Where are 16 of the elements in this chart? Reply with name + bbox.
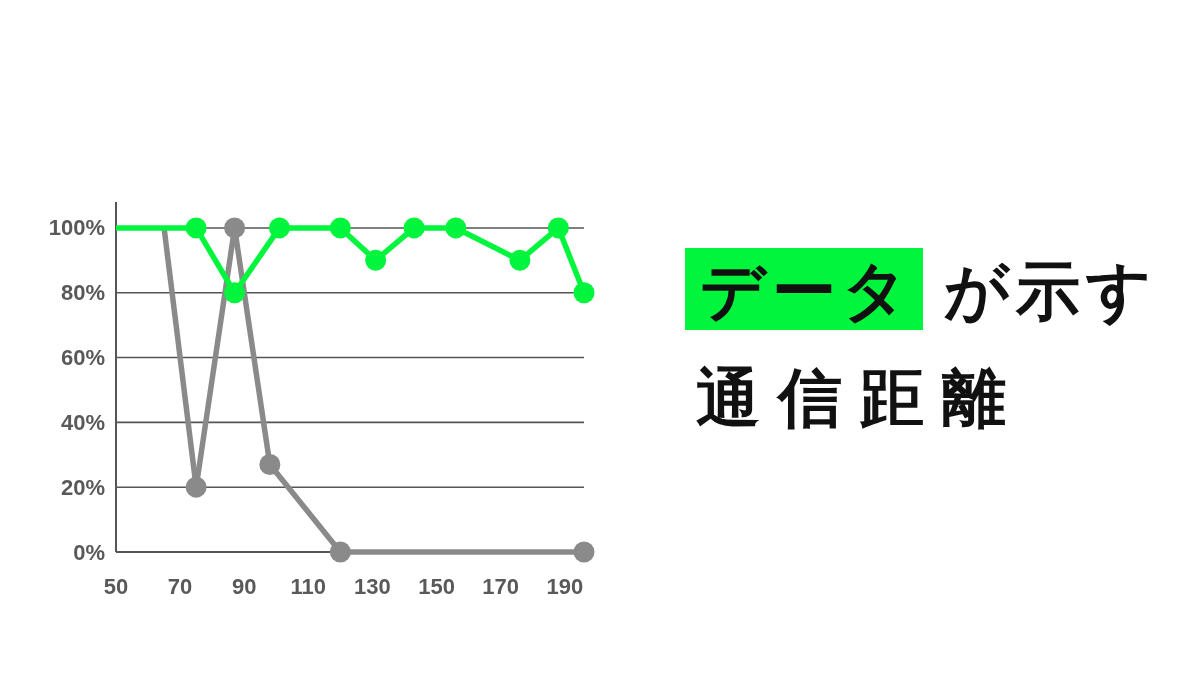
- x-tick-label: 110: [290, 573, 327, 599]
- text: 通信距離: [696, 361, 1024, 435]
- x-tick-label: 90: [231, 573, 257, 599]
- y-tick-label: 40%: [60, 409, 105, 435]
- text: データが示す: [700, 254, 1158, 328]
- x-tick-label: 50: [103, 573, 129, 599]
- y-tick-label: 20%: [60, 474, 105, 500]
- x-tick-label: 130: [354, 573, 391, 599]
- y-tick-label: 60%: [60, 345, 105, 371]
- y-tick-label: 100%: [48, 215, 105, 241]
- y-tick-label: 0%: [73, 539, 105, 565]
- x-tick-label: 170: [482, 573, 520, 599]
- x-tick-label: 190: [546, 573, 584, 599]
- y-tick-label: 80%: [60, 280, 105, 306]
- x-tick-label: 150: [418, 573, 455, 599]
- x-tick-label: 70: [167, 573, 193, 599]
